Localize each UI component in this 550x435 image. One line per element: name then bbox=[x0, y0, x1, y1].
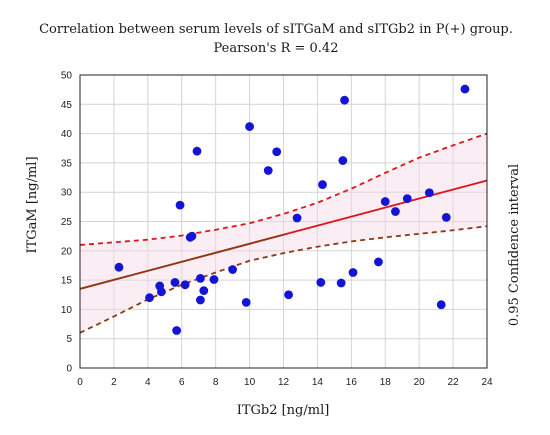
x-tick-label: 10 bbox=[244, 377, 256, 388]
data-point bbox=[192, 146, 202, 156]
x-axis-label: ITGb2 [ng/ml] bbox=[237, 403, 330, 418]
data-point bbox=[460, 84, 470, 94]
data-point bbox=[424, 188, 434, 198]
y-tick-label: 25 bbox=[61, 217, 73, 228]
x-tick-label: 12 bbox=[278, 377, 290, 388]
upper-confidence-line bbox=[79, 132, 488, 246]
x-tick-label: 20 bbox=[414, 377, 426, 388]
y-tick-label: 20 bbox=[61, 246, 73, 257]
data-point bbox=[241, 297, 251, 307]
x-tick-label: 24 bbox=[481, 377, 493, 388]
data-point bbox=[284, 290, 293, 300]
data-point bbox=[292, 213, 302, 223]
data-point bbox=[340, 95, 349, 105]
chart-subtitle: Pearson's R = 0.42 bbox=[214, 41, 339, 56]
data-point bbox=[336, 278, 346, 288]
x-tick-label: 8 bbox=[213, 377, 219, 388]
tick-labels: 0 2 4 6 8 10 12 14 16 18 20 22 240510152025303540455… bbox=[61, 71, 493, 389]
y-tick-label: 40 bbox=[61, 129, 73, 140]
x-tick-label: 6 bbox=[179, 377, 185, 388]
data-point bbox=[402, 194, 412, 204]
data-point bbox=[175, 200, 185, 210]
data-point bbox=[245, 122, 254, 131]
data-point bbox=[145, 293, 154, 303]
y-tick-label: 35 bbox=[61, 158, 73, 169]
data-point bbox=[348, 268, 358, 277]
confidence-interval-label: 0.95 Confidence interval bbox=[507, 164, 522, 326]
data-point bbox=[199, 286, 209, 296]
data-point bbox=[374, 257, 383, 267]
data-point bbox=[157, 287, 166, 297]
y-tick-label: 30 bbox=[61, 188, 73, 199]
x-tick-label: 16 bbox=[346, 377, 358, 388]
x-tick-label: 0 bbox=[77, 377, 83, 388]
x-tick-label: 22 bbox=[448, 377, 460, 388]
data-point bbox=[441, 212, 451, 222]
x-tick-label: 18 bbox=[380, 377, 392, 388]
plot-frame bbox=[79, 74, 488, 369]
y-tick-label: 10 bbox=[61, 305, 73, 316]
data-point bbox=[196, 273, 205, 283]
data-point bbox=[180, 280, 190, 290]
y-tick-label: 50 bbox=[61, 71, 73, 82]
x-tick-label: 4 bbox=[145, 377, 151, 388]
data-point bbox=[196, 295, 205, 305]
x-tick-label: 14 bbox=[312, 377, 324, 388]
data-point bbox=[316, 278, 326, 287]
y-axis-label: ITGaM [ng/ml] bbox=[25, 156, 40, 253]
data-point bbox=[263, 166, 273, 175]
regression-line-left-segment bbox=[79, 233, 284, 290]
data-point bbox=[380, 197, 390, 206]
data-point bbox=[228, 265, 238, 274]
data-point bbox=[391, 207, 400, 216]
data-point bbox=[338, 156, 348, 165]
y-tick-label: 5 bbox=[66, 334, 72, 345]
data-point bbox=[318, 180, 327, 189]
y-tick-label: 45 bbox=[61, 100, 73, 111]
data-point bbox=[209, 275, 219, 284]
data-point bbox=[172, 326, 182, 335]
data-point bbox=[436, 300, 446, 310]
data-points bbox=[114, 84, 470, 335]
data-point bbox=[272, 147, 282, 157]
data-point bbox=[114, 262, 124, 272]
y-tick-label: 0 bbox=[66, 364, 72, 375]
chart-title: Correlation between serum levels of sITG… bbox=[39, 22, 513, 37]
data-point bbox=[170, 278, 180, 287]
y-tick-label: 15 bbox=[61, 276, 73, 287]
data-point bbox=[187, 231, 197, 241]
x-tick-label: 2 bbox=[111, 377, 117, 388]
